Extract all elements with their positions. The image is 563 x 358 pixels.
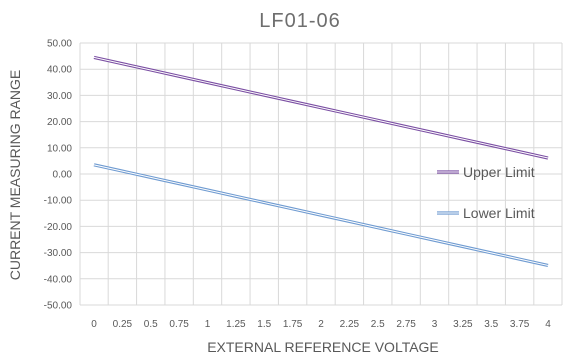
x-tick-label: 1.75 [283,319,303,330]
y-tick-label: 0.00 [53,170,73,181]
x-tick-label: 2.25 [340,319,360,330]
legend: Upper Limit Lower Limit [437,164,535,221]
x-tick-label: 3.5 [484,319,498,330]
x-tick-label: 2 [318,319,324,330]
y-tick-label: -40.00 [44,274,73,285]
y-tick-label: 50.00 [47,39,72,50]
x-tick-label: 2.75 [396,319,416,330]
x-tick-label: 3 [432,319,438,330]
legend-label: Lower Limit [463,205,535,221]
y-axis-tick-labels: 50.00 40.00 30.00 20.00 10.00 0.00 -10.00 -20.0… [44,39,73,312]
y-axis-title: CURRENT MEASURING RANGE [7,70,23,281]
x-tick-label: 0.5 [144,319,158,330]
y-tick-label: -50.00 [44,301,73,312]
x-tick-label: 0 [91,319,97,330]
series-lines [94,57,548,265]
y-tick-label: 20.00 [47,117,72,128]
legend-label: Upper Limit [463,164,535,180]
x-tick-label: 0.75 [169,319,189,330]
x-tick-label: 2.5 [371,319,385,330]
x-tick-label: 1 [205,319,211,330]
x-axis-title: EXTERNAL REFERENCE VOLTAGE [207,339,439,355]
series-line-upper-limit [94,57,548,158]
y-tick-label: 10.00 [47,143,72,154]
y-tick-label: 40.00 [47,65,72,76]
x-axis-tick-labels: 0 0.25 0.5 0.75 1 1.25 1.5 1.75 2 2.25 2.5 2.75 3 3.2… [91,319,551,330]
x-tick-label: 4 [545,319,551,330]
x-tick-label: 0.25 [113,319,133,330]
y-tick-label: -20.00 [44,222,73,233]
x-tick-label: 3.75 [510,319,530,330]
x-tick-label: 1.25 [226,319,246,330]
y-tick-label: -30.00 [44,248,73,259]
x-tick-label: 1.5 [257,319,271,330]
y-tick-label: 30.00 [47,91,72,102]
y-tick-label: -10.00 [44,196,73,207]
x-tick-label: 3.25 [453,319,473,330]
chart-title: LF01-06 [259,10,341,32]
